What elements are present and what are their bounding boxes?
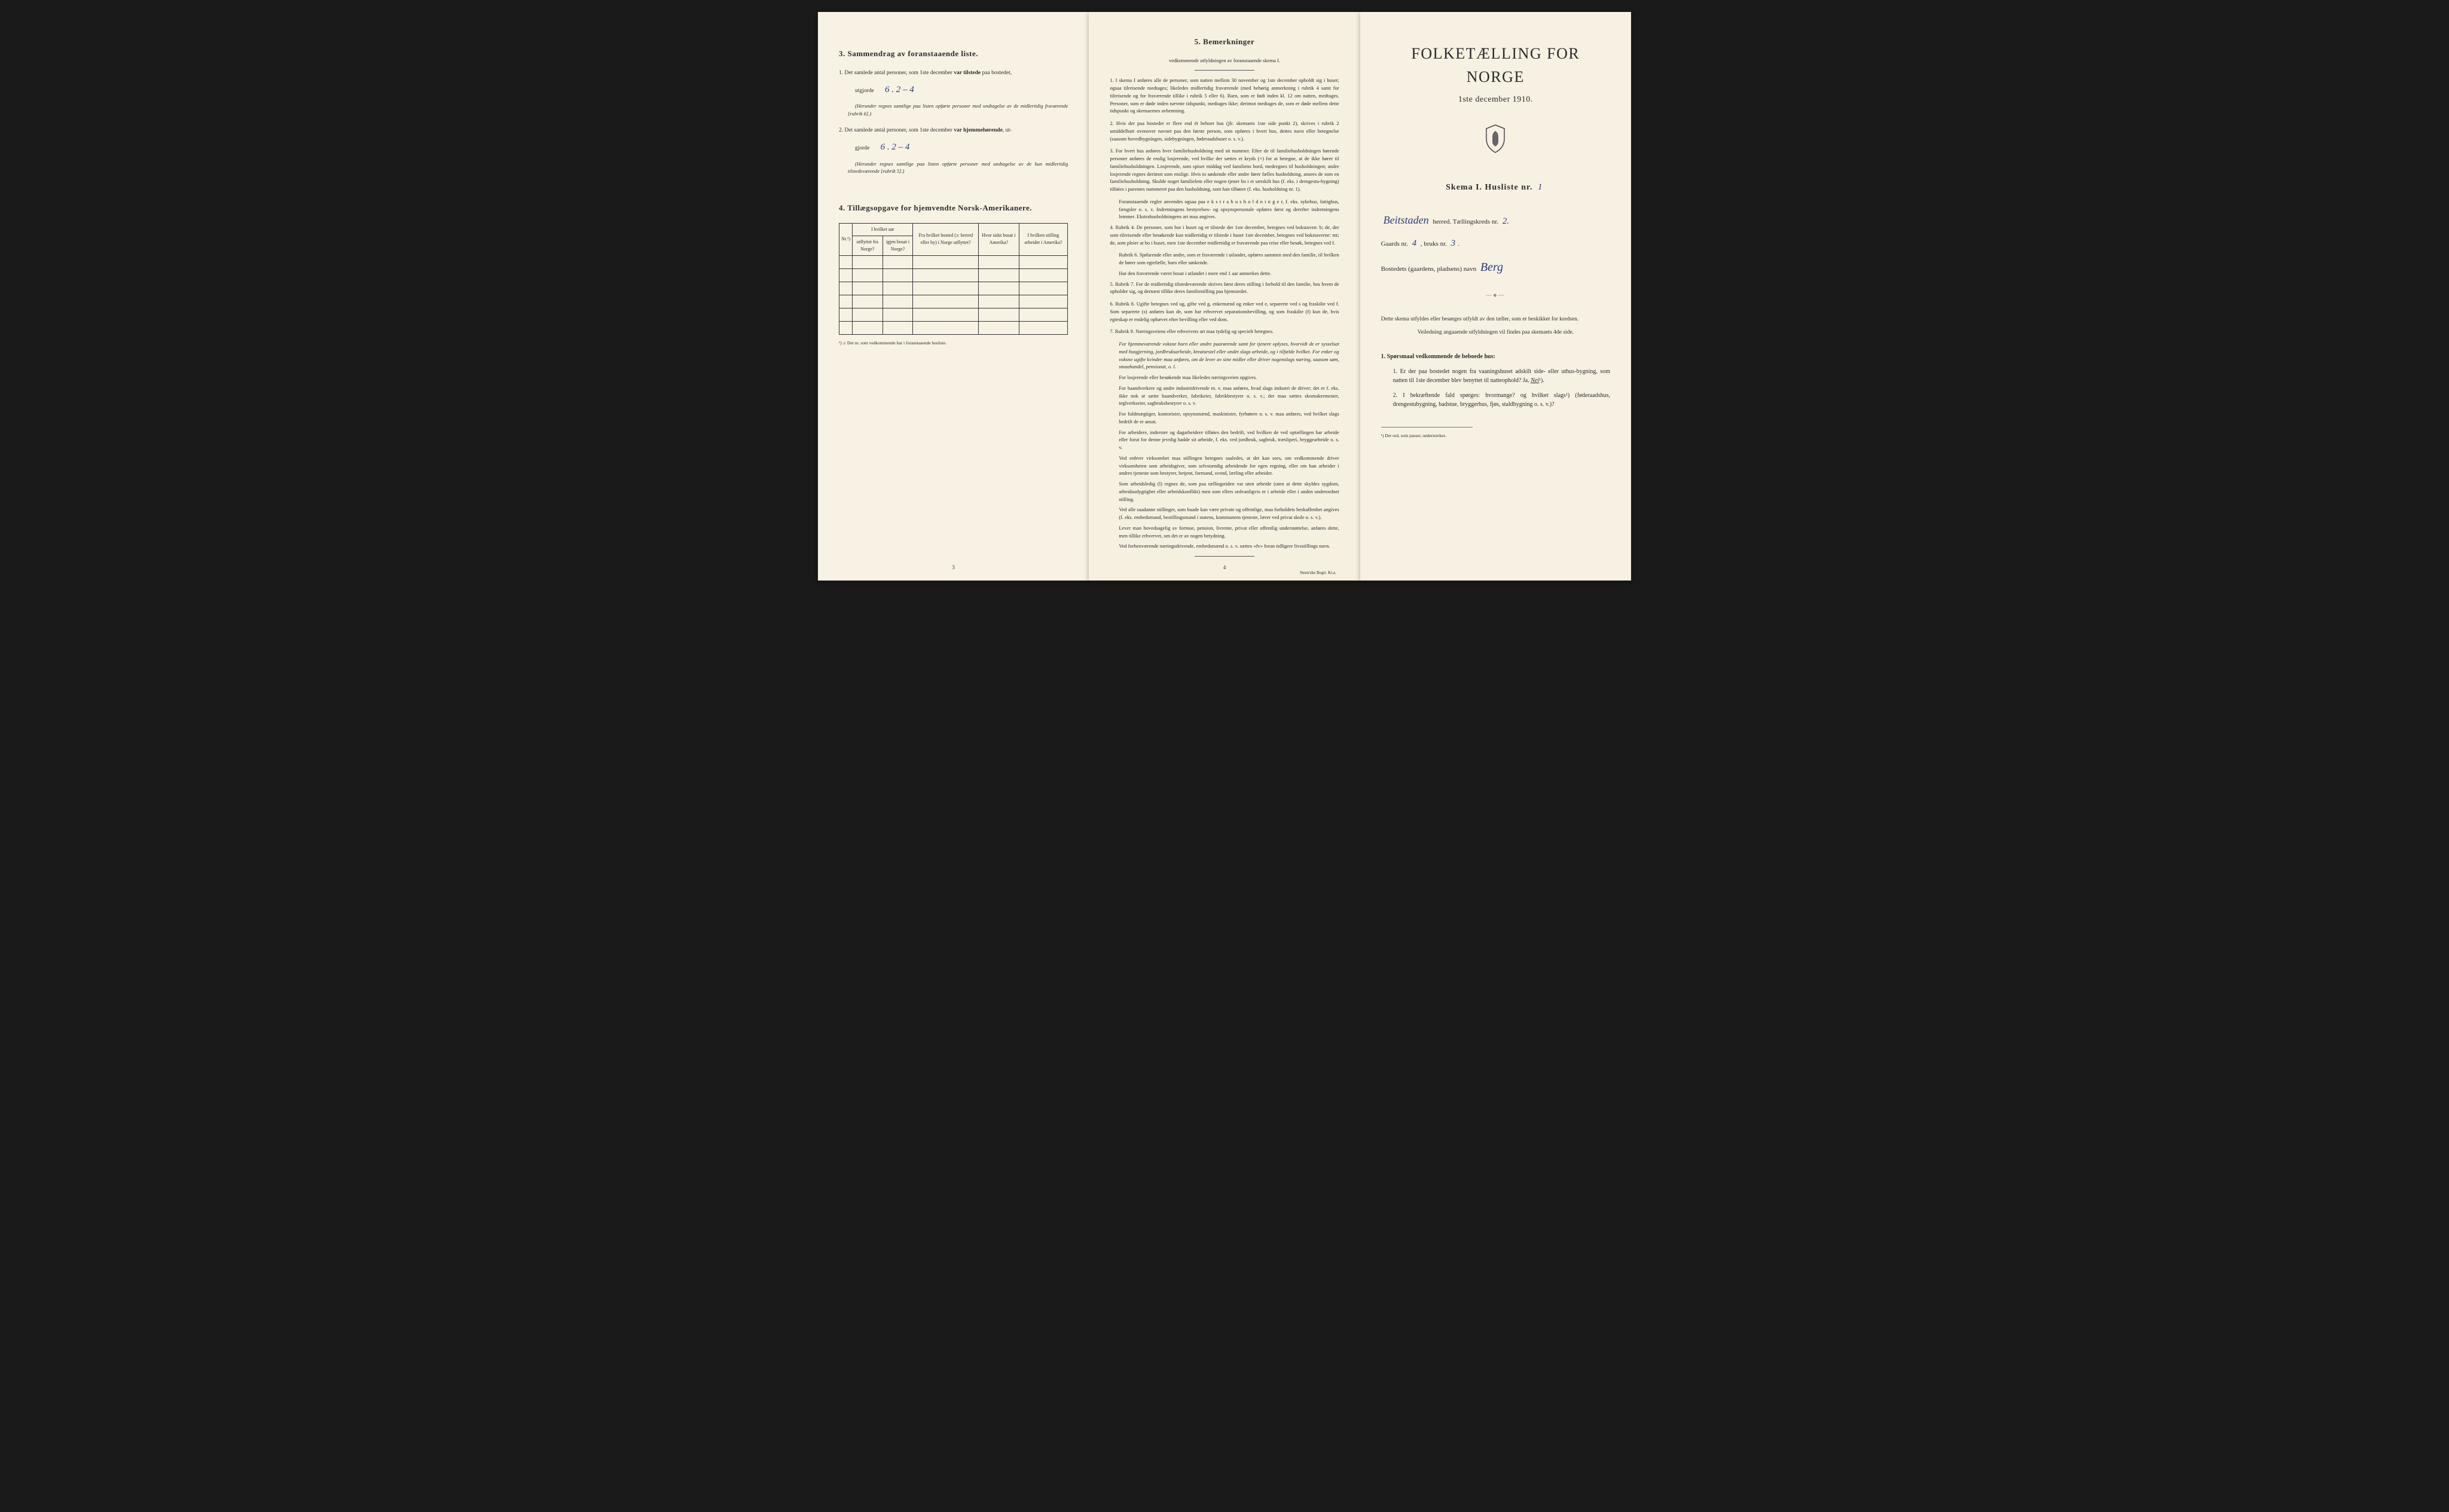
instruction-sub: Veiledning angaaende utfyldningen vil fi…: [1381, 328, 1610, 337]
bruks-label: , bruks nr.: [1421, 240, 1447, 248]
remark-6: 6. Rubrik 8. Ugifte betegnes ved ug, gif…: [1110, 300, 1339, 323]
item2-prefix: 2. Det samlede antal personer, som 1ste …: [839, 127, 954, 133]
table-body: [839, 255, 1068, 334]
remark-2: 2. Hvis der paa bostedet er flere end ét…: [1110, 120, 1339, 142]
table-row: [839, 295, 1068, 308]
remark-4a: Rubrik 6. Sjøfarende eller andre, som er…: [1119, 251, 1339, 267]
th-position: I hvilken stilling arbeidet i Amerika?: [1019, 223, 1068, 255]
section-4-title: 4. Tillægsopgave for hjemvendte Norsk-Am…: [839, 202, 1068, 214]
item2-suffix: , ut-: [1003, 127, 1012, 133]
table-row: [839, 321, 1068, 334]
coat-of-arms-icon: [1381, 124, 1610, 163]
question-2: 2. I bekræftende fald spørges: hvormange…: [1393, 391, 1610, 409]
q-header: 1. Spørsmaal vedkommende de beboede hus:: [1381, 352, 1610, 361]
remark-7c: For haandverkere og andre industridriven…: [1119, 384, 1339, 407]
item-1-value-line: utgjorde 6 . 2 – 4: [848, 83, 1068, 97]
item-1: 1. Det samlede antal personer, som 1ste …: [839, 69, 1068, 77]
item1-suffix: paa bostedet,: [981, 70, 1012, 76]
remark-3: 3. For hvert hus anføres hver familiehus…: [1110, 147, 1339, 193]
herred-label: herred. Tællingskreds nr.: [1433, 218, 1498, 225]
gaards-nr: 4: [1412, 237, 1417, 251]
section-3-title: 3. Sammendrag av foranstaaende liste.: [839, 48, 1068, 60]
husliste-nr: 1: [1538, 181, 1543, 194]
table-row: [839, 268, 1068, 282]
page-title: FOLKETÆLLING FOR NORGE 1ste december 191…: [1360, 12, 1631, 581]
remark-7a: For hjemmeværende voksne barn eller andr…: [1119, 340, 1339, 371]
th-year: I hvilket aar: [853, 223, 913, 236]
herred-line: Beitstaden herred. Tællingskreds nr. 2.: [1381, 212, 1610, 228]
page-4: 5. Bemerkninger vedkommende utfyldningen…: [1089, 12, 1360, 581]
table-row: [839, 255, 1068, 268]
var-tilstede: var tilstede: [954, 70, 981, 76]
gjorde-label: gjorde: [855, 145, 869, 151]
remark-7: 7. Rubrik 9. Næringsveiens eller erhverv…: [1110, 328, 1339, 335]
remark-4: 4. Rubrik 4. De personer, som bor i huse…: [1110, 224, 1339, 246]
th-nr: Nr.¹): [839, 223, 853, 255]
question-block: 1. Spørsmaal vedkommende de beboede hus:…: [1381, 352, 1610, 409]
remark-1: 1. I skema I anføres alle de personer, s…: [1110, 77, 1339, 115]
right-footnote: ¹) Det ord, som passer, understrekes.: [1381, 432, 1610, 439]
kreds-nr: 2.: [1503, 215, 1509, 228]
instruction-text: Dette skema utfyldes eller besørges utfy…: [1381, 316, 1579, 322]
remark-4b: Har den fraværende været bosat i utlande…: [1119, 270, 1339, 277]
value-2-handwritten: 6 . 2 – 4: [874, 140, 910, 154]
q1-suffix: ¹).: [1539, 377, 1544, 384]
skema-line: Skema I. Husliste nr. 1: [1381, 181, 1610, 194]
rule-bottom: [1195, 556, 1254, 557]
utgjorde-label: utgjorde: [855, 88, 874, 94]
remark-7e: For arbeidere, inderster og dagarbeidere…: [1119, 429, 1339, 451]
var-hjemme: var hjemmehørende: [954, 127, 1003, 133]
item-2-value-line: gjorde 6 . 2 – 4: [848, 140, 1068, 154]
th-from: Fra hvilket bosted (ɔ: herred eller by) …: [913, 223, 979, 255]
herred-value: Beitstaden: [1384, 212, 1429, 228]
th-where: Hvor sidst bosat i Amerika?: [979, 223, 1019, 255]
bosted-line: Bostedets (gaardens, pladsens) navn Berg: [1381, 258, 1610, 276]
ornamental-rule: ⋯⋄⋯: [1381, 291, 1610, 300]
census-document: 3. Sammendrag av foranstaaende liste. 1.…: [818, 12, 1631, 581]
section-5-subtitle: vedkommende utfyldningen av foranstaaend…: [1110, 57, 1339, 65]
section-5-title: 5. Bemerkninger: [1110, 36, 1339, 48]
page-3: 3. Sammendrag av foranstaaende liste. 1.…: [818, 12, 1089, 581]
th-returned: igjen bosat i Norge?: [883, 236, 913, 255]
remark-3-sub: Foranstaaende regler anvendes ogsaa paa …: [1119, 198, 1339, 221]
emigrant-table: Nr.¹) I hvilket aar Fra hvilket bosted (…: [839, 223, 1068, 335]
remark-7f: Ved enhver virksomhet maa stillingen bet…: [1119, 454, 1339, 477]
item-2: 2. Det samlede antal personer, som 1ste …: [839, 126, 1068, 135]
remark-5: 5. Rubrik 7. For de midlertidig tilstede…: [1110, 280, 1339, 296]
note-1: (Herunder regnes samtlige paa listen opf…: [848, 102, 1068, 118]
bosted-value: Berg: [1480, 258, 1503, 276]
value-1-handwritten: 6 . 2 – 4: [878, 83, 914, 97]
bruks-nr: 3: [1451, 237, 1456, 251]
remark-7d: For fuldmægtiger, kontorister, opsynsmæn…: [1119, 410, 1339, 426]
q1-text: 1. Er der paa bostedet nogen fra vaaning…: [1393, 368, 1610, 384]
remark-7g: Som arbeidsledig (l) regnes de, som paa …: [1119, 480, 1339, 503]
page-number-3: 3: [952, 564, 955, 572]
main-title: FOLKETÆLLING FOR NORGE: [1381, 42, 1610, 88]
page-number-4: 4: [1223, 564, 1226, 572]
table-row: [839, 308, 1068, 321]
bosted-label: Bostedets (gaardens, pladsens) navn: [1381, 265, 1476, 273]
q1-answer: Nei: [1531, 377, 1539, 384]
note-2: (Herunder regnes samtlige paa listen opf…: [848, 160, 1068, 176]
rule: [1195, 70, 1254, 71]
remark-7b: For losjerende eller besøkende maa likel…: [1119, 374, 1339, 381]
subtitle: 1ste december 1910.: [1381, 93, 1610, 106]
gaards-label: Gaards nr.: [1381, 240, 1408, 248]
table-footnote: ¹) ɔ: Det nr. som vedkommende har i fora…: [839, 340, 1068, 346]
printer-credit: Steen'ske Bogtr. Kr.a.: [1300, 570, 1336, 576]
instruction: Dette skema utfyldes eller besørges utfy…: [1381, 315, 1610, 323]
skema-label: Skema I. Husliste nr.: [1446, 183, 1532, 192]
gaards-line: Gaards nr. 4 , bruks nr. 3.: [1381, 237, 1610, 251]
remark-7j: Ved forhenværende næringsdrivende, embed…: [1119, 542, 1339, 550]
remark-7h: Ved alle saadanne stillinger, som baade …: [1119, 506, 1339, 521]
remark-7i: Lever man hovedsagelig av formue, pensio…: [1119, 524, 1339, 540]
question-1: 1. Er der paa bostedet nogen fra vaaning…: [1393, 367, 1610, 385]
item1-prefix: 1. Det samlede antal personer, som 1ste …: [839, 70, 954, 76]
table-row: [839, 282, 1068, 295]
th-emigrated: utflyttet fra Norge?: [853, 236, 883, 255]
